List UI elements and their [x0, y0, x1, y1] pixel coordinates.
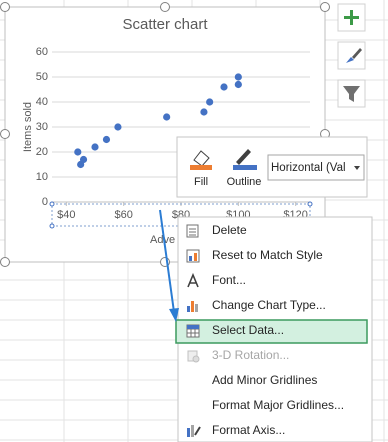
outline-label: Outline — [227, 176, 262, 188]
fill-button[interactable]: Fill — [190, 150, 212, 188]
menu-item[interactable]: Change Chart Type... — [212, 298, 326, 312]
dropdown-text: Horizontal (Val — [271, 162, 346, 174]
point — [114, 123, 122, 131]
x-axis-title: Adve — [150, 234, 175, 246]
resize-handle — [0, 129, 10, 139]
y-tick-label: 50 — [36, 71, 48, 83]
menu-item[interactable]: Add Minor Gridlines — [212, 373, 317, 387]
menu-item[interactable]: Format Major Gridlines... — [212, 398, 344, 412]
menu-icon — [187, 272, 199, 288]
y-axis-title: Items sold — [22, 102, 34, 152]
menu-item[interactable]: Delete — [212, 223, 247, 237]
menu-item: 3-D Rotation... — [212, 348, 289, 362]
menu-icon — [187, 301, 198, 312]
point — [220, 83, 228, 91]
point — [163, 113, 171, 121]
menu-icon — [187, 350, 200, 363]
y-tick-label: 40 — [36, 96, 48, 108]
chart-filters-button[interactable] — [337, 79, 366, 108]
resize-handle — [320, 2, 330, 12]
axis-handle — [307, 201, 313, 207]
fill-label: Fill — [194, 176, 208, 188]
y-tick-label: 60 — [36, 46, 48, 58]
axis-handle — [49, 201, 55, 207]
menu-icon — [186, 249, 200, 263]
chart-elements-button[interactable] — [337, 3, 366, 32]
y-tick-label: 10 — [36, 171, 48, 183]
y-tick-label: 0 — [42, 196, 48, 208]
menu-item[interactable]: Reset to Match Style — [212, 248, 323, 262]
point — [206, 98, 214, 106]
menu-icon — [186, 324, 200, 338]
axis-handle — [49, 223, 55, 229]
chart-styles-button[interactable] — [337, 41, 366, 70]
point — [79, 155, 88, 164]
menu-item[interactable]: Format Axis... — [212, 423, 285, 437]
point — [74, 148, 82, 156]
resize-handle — [0, 257, 10, 267]
y-tick-label: 30 — [36, 121, 48, 133]
point — [234, 73, 242, 81]
point — [200, 108, 208, 116]
x-tick-label: $60 — [114, 209, 132, 221]
menu-icon — [186, 224, 199, 238]
chart-title: Scatter chart — [122, 16, 208, 33]
format-toolbar: Fill Outline Horizontal (Val — [176, 136, 368, 198]
x-tick-label: $40 — [57, 209, 75, 221]
pointer-arrow — [159, 209, 179, 322]
menu-item[interactable]: Font... — [212, 273, 246, 287]
resize-handle — [160, 2, 170, 12]
menu-item[interactable]: Select Data... — [212, 323, 284, 337]
context-menu: Delete Reset to Match Style Font... Change … — [175, 216, 373, 442]
point — [91, 143, 99, 151]
resize-handle — [0, 2, 10, 12]
menu-highlight — [175, 319, 368, 344]
element-dropdown[interactable]: Horizontal (Val — [267, 154, 365, 181]
chart-handles — [0, 2, 330, 267]
point — [102, 135, 111, 144]
point — [234, 80, 242, 89]
outline-button[interactable]: Outline — [227, 149, 262, 188]
y-tick-label: 20 — [36, 146, 48, 158]
menu-icon — [187, 425, 201, 437]
